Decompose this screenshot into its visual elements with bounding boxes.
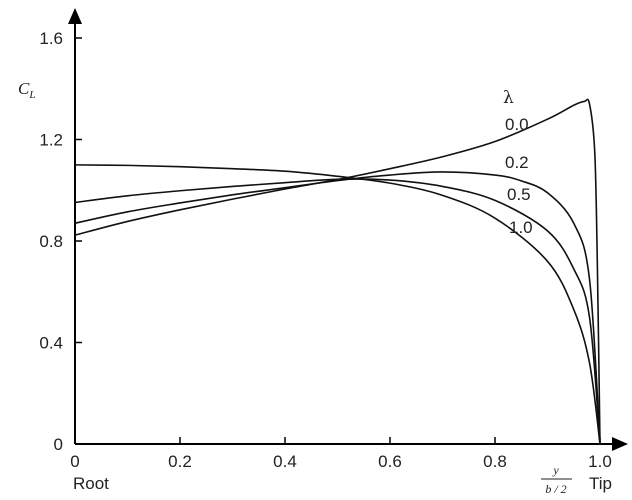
series-line-lambda-0-5 [74, 178, 601, 445]
y-axis-label: CL [18, 79, 35, 101]
x-label-root: Root [73, 474, 109, 493]
curve-label-1-0: 1.0 [509, 218, 533, 237]
series-line-lambda-0-0 [74, 98, 601, 445]
legend-title-lambda: λ [503, 88, 514, 108]
x-tick-label-2: 0.4 [273, 452, 297, 471]
y-tick-label-3: 1.2 [39, 131, 63, 150]
x-tick-label-4: 0.8 [483, 452, 507, 471]
series-line-lambda-0-2 [74, 171, 601, 445]
x-tick-label-5: 1.0 [588, 452, 612, 471]
x-tick-label-1: 0.2 [168, 452, 192, 471]
x-axis-label: y b / 2 [541, 463, 572, 496]
y-axis-arrow [68, 8, 82, 24]
x-axis-arrow [612, 437, 628, 451]
y-tick-label-4: 1.6 [39, 29, 63, 48]
y-tick-label-0: 0 [54, 435, 63, 454]
y-tick-label-2: 0.8 [39, 232, 63, 251]
curve-label-0-2: 0.2 [505, 153, 529, 172]
curves-layer [74, 98, 601, 445]
ticks-layer: 0 0.2 0.4 0.6 0.8 1.0 0 0.4 0.8 1.2 1.6 [39, 29, 611, 471]
curve-label-0-0: 0.0 [505, 115, 529, 134]
x-tick-label-0: 0 [70, 452, 79, 471]
x-label-numerator: y [552, 463, 559, 477]
y-tick-label-1: 0.4 [39, 334, 63, 353]
curve-label-0-5: 0.5 [507, 185, 531, 204]
x-tick-label-3: 0.6 [378, 452, 402, 471]
x-label-tip: Tip [589, 474, 612, 493]
x-label-denominator: b / 2 [545, 482, 566, 496]
series-line-lambda-1-0 [74, 164, 601, 445]
